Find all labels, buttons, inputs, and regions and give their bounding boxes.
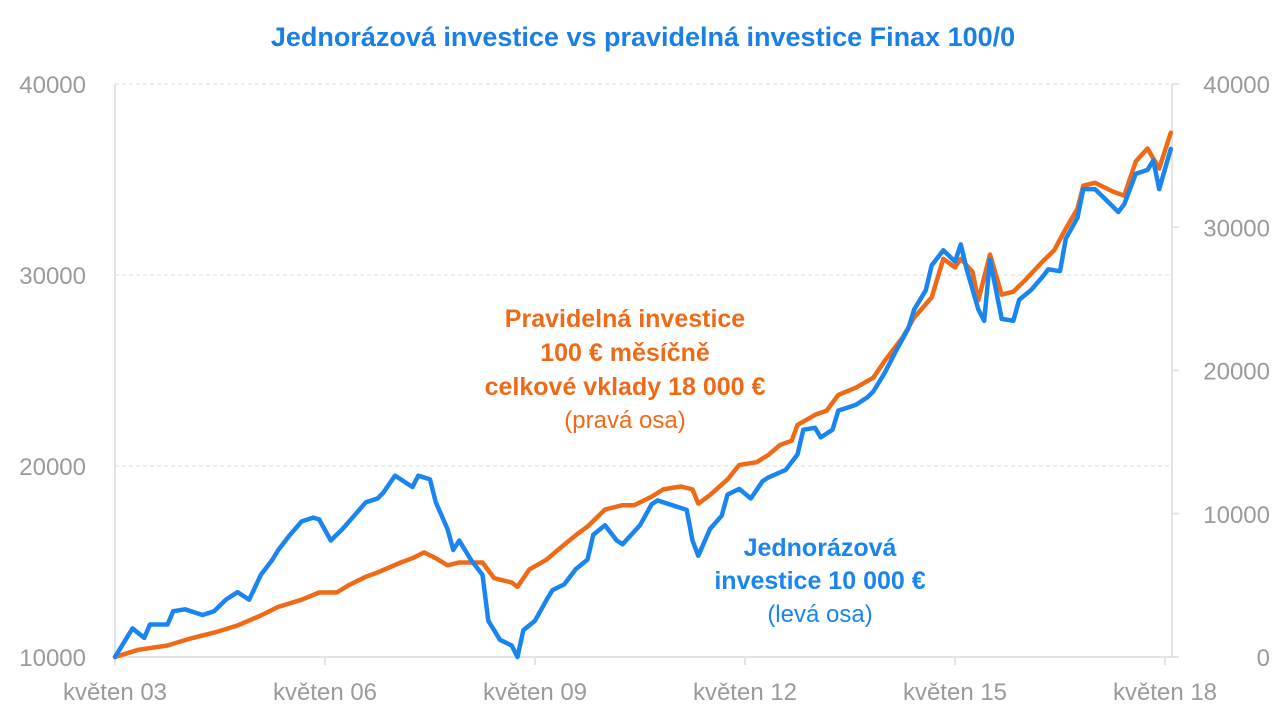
series-lines bbox=[112, 130, 1174, 660]
annotation-lump: Jednorázová investice 10 000 € (levá osa… bbox=[714, 534, 925, 628]
y-left-tick-label: 30000 bbox=[19, 263, 86, 290]
y-right-tick-label: 20000 bbox=[1203, 359, 1270, 386]
annotation-regular-line-1: Pravidelná investice bbox=[505, 305, 746, 333]
y-left-tick-label: 10000 bbox=[19, 645, 86, 672]
annotation-lump-line-2: investice 10 000 € bbox=[714, 567, 925, 595]
series-line-regular bbox=[112, 130, 1174, 660]
y-left-tick-label: 40000 bbox=[19, 72, 86, 99]
annotation-lump-line-1: Jednorázová bbox=[744, 534, 897, 562]
series-line-lump-sum bbox=[112, 146, 1174, 660]
x-tick-label: květen 15 bbox=[903, 679, 1007, 706]
annotation-regular-line-3: celkové vklady 18 000 € bbox=[485, 373, 766, 401]
annotation-regular: Pravidelná investice 100 € měsíčně celko… bbox=[485, 305, 766, 434]
y-right-tick-label: 0 bbox=[1257, 645, 1270, 672]
gridlines bbox=[115, 83, 1172, 467]
annotation-lump-line-3: (levá osa) bbox=[767, 601, 872, 628]
annotation-regular-line-2: 100 € měsíčně bbox=[540, 339, 710, 367]
y-right-tick-label: 30000 bbox=[1203, 215, 1270, 242]
x-tick-label: květen 18 bbox=[1113, 679, 1217, 706]
x-tick-label: květen 03 bbox=[63, 679, 167, 706]
x-tick-label: květen 12 bbox=[693, 679, 797, 706]
axes: 10000 20000 30000 40000 0 10000 20000 30000 4000… bbox=[19, 72, 1270, 706]
x-tick-label: květen 09 bbox=[483, 679, 587, 706]
y-right-tick-label: 40000 bbox=[1203, 72, 1270, 99]
y-left-tick-label: 20000 bbox=[19, 454, 86, 481]
x-tick-label: květen 06 bbox=[273, 679, 377, 706]
y-right-tick-label: 10000 bbox=[1203, 502, 1270, 529]
chart-title: Jednorázová investice vs pravidelná inve… bbox=[271, 22, 1015, 52]
annotation-regular-line-4: (pravá osa) bbox=[564, 407, 685, 434]
